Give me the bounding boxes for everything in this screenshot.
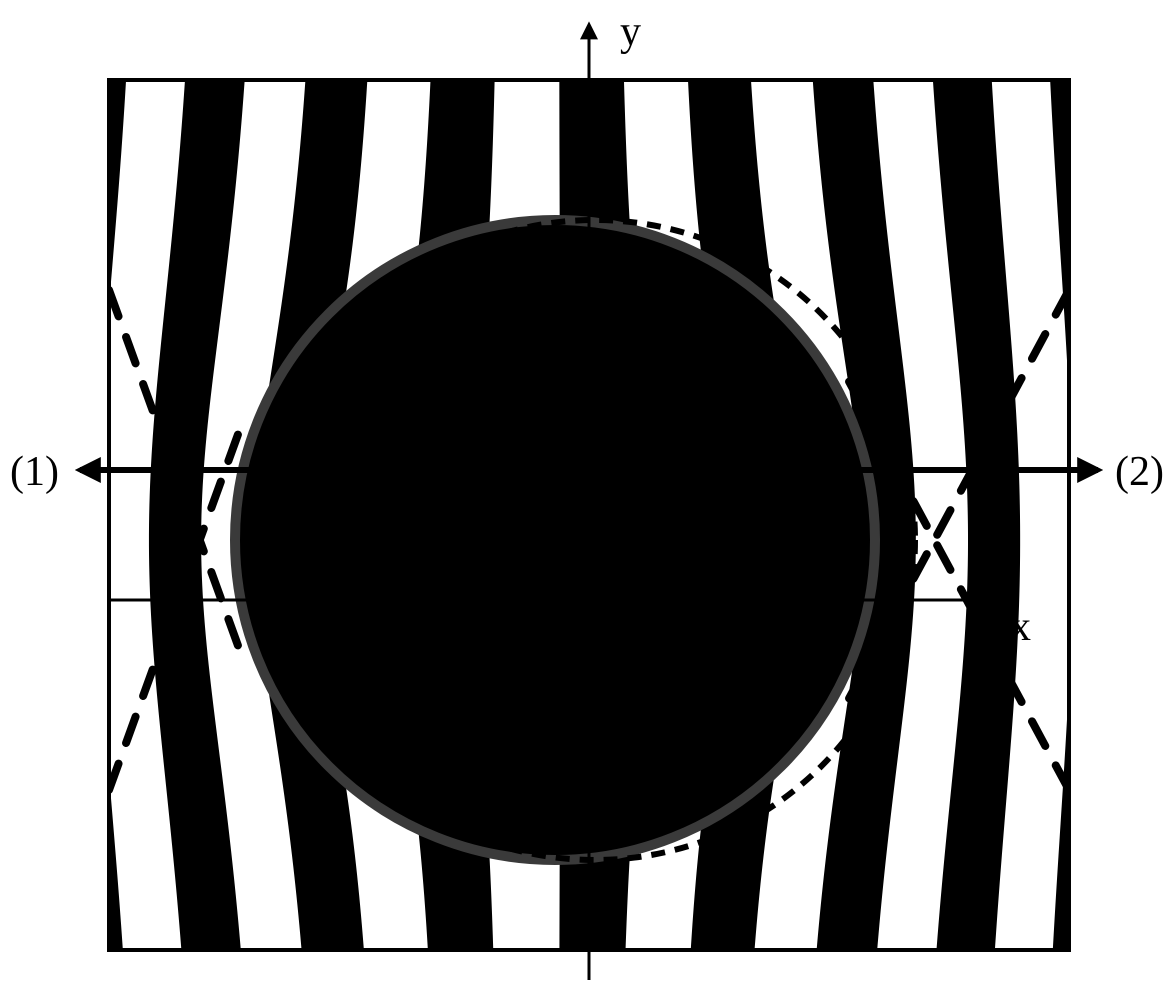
y-axis-label: y xyxy=(620,9,641,55)
stripe xyxy=(1166,75,1174,955)
optics-diagram: x y (1) (2) xyxy=(0,0,1174,993)
label-2: (2) xyxy=(1115,449,1164,495)
stripe xyxy=(0,75,10,955)
x-axis-label: x xyxy=(1010,604,1031,650)
label-1: (1) xyxy=(10,449,59,495)
scatterer-disk xyxy=(235,220,875,860)
